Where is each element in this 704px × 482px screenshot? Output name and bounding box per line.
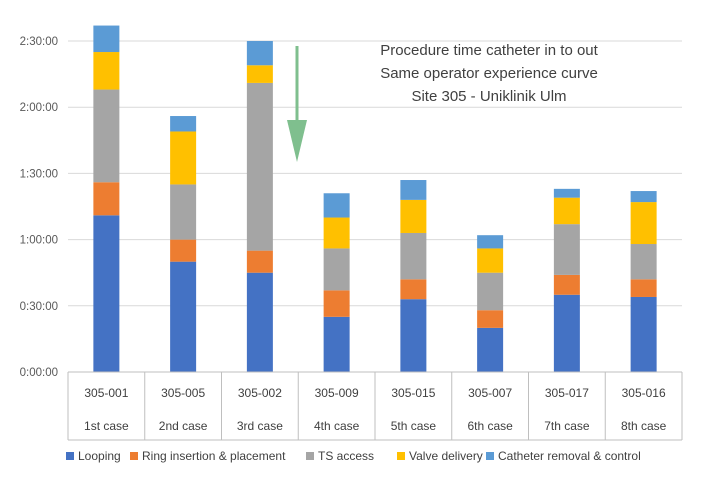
legend-swatch — [130, 452, 138, 460]
bar-305-015-catheter-removal-control — [400, 180, 427, 200]
legend-label: Looping — [78, 449, 121, 463]
x-tick-case: 3rd case — [237, 419, 283, 433]
bar-305-002-ring-insertion-placement — [246, 250, 273, 273]
x-tick-id: 305-001 — [84, 386, 128, 400]
legend-swatch — [486, 452, 494, 460]
x-tick-id: 305-009 — [315, 386, 359, 400]
bar-305-005-looping — [170, 261, 197, 372]
legend-label: Ring insertion & placement — [142, 449, 286, 463]
bar-305-009-ts-access — [323, 248, 350, 291]
bar-305-016-ring-insertion-placement — [630, 279, 657, 297]
y-tick-label: 0:00:00 — [20, 367, 58, 379]
bar-305-016-ts-access — [630, 244, 657, 280]
x-tick-case: 8th case — [621, 419, 667, 433]
bar-305-001-looping — [93, 215, 120, 372]
legend-label: Catheter removal & control — [498, 449, 641, 463]
bar-305-005-valve-delivery — [170, 131, 197, 185]
legend-swatch — [66, 452, 74, 460]
x-tick-case: 7th case — [544, 419, 590, 433]
bar-305-016-looping — [630, 296, 657, 372]
legend-swatch — [306, 452, 314, 460]
x-tick-id: 305-016 — [622, 386, 666, 400]
y-tick-label: 1:30:00 — [20, 168, 58, 180]
bar-305-001-ring-insertion-placement — [93, 182, 120, 216]
bar-305-017-catheter-removal-control — [553, 188, 580, 198]
bar-305-002-valve-delivery — [246, 65, 273, 83]
x-tick-case: 4th case — [314, 419, 360, 433]
x-tick-id: 305-002 — [238, 386, 282, 400]
bar-305-001-ts-access — [93, 89, 120, 183]
chart-title-line: Site 305 - Uniklinik Ulm — [411, 88, 566, 105]
bar-305-007-looping — [477, 327, 504, 372]
x-tick-case: 2nd case — [159, 419, 208, 433]
bar-305-009-ring-insertion-placement — [323, 290, 350, 317]
bar-305-017-ts-access — [553, 224, 580, 275]
bar-305-002-looping — [246, 272, 273, 372]
y-tick-label: 2:00:00 — [20, 102, 58, 114]
y-tick-label: 1:00:00 — [20, 235, 58, 247]
bar-305-016-valve-delivery — [630, 202, 657, 245]
bar-305-001-catheter-removal-control — [93, 25, 120, 53]
bar-305-009-valve-delivery — [323, 217, 350, 249]
bar-305-017-ring-insertion-placement — [553, 274, 580, 295]
bar-305-015-ring-insertion-placement — [400, 279, 427, 300]
y-tick-label: 0:30:00 — [20, 301, 58, 313]
bar-305-015-valve-delivery — [400, 199, 427, 233]
bar-305-005-catheter-removal-control — [170, 116, 197, 132]
bar-305-007-ts-access — [477, 272, 504, 311]
x-tick-id: 305-015 — [391, 386, 435, 400]
bar-305-005-ring-insertion-placement — [170, 239, 197, 262]
x-tick-id: 305-007 — [468, 386, 512, 400]
bar-305-017-looping — [553, 294, 580, 372]
legend-label: Valve delivery — [409, 449, 483, 463]
chart-title-line: Procedure time catheter in to out — [380, 42, 598, 59]
legend-label: TS access — [318, 449, 374, 463]
x-tick-case: 1st case — [84, 419, 129, 433]
bar-305-007-catheter-removal-control — [477, 235, 504, 249]
bar-305-009-catheter-removal-control — [323, 193, 350, 218]
bar-305-001-valve-delivery — [93, 52, 120, 90]
x-tick-case: 5th case — [391, 419, 437, 433]
chart-title-line: Same operator experience curve — [380, 65, 598, 82]
annotation-arrow-head — [287, 120, 307, 162]
bar-305-016-catheter-removal-control — [630, 191, 657, 203]
x-tick-id: 305-005 — [161, 386, 205, 400]
bar-305-007-valve-delivery — [477, 248, 504, 273]
bar-305-005-ts-access — [170, 184, 197, 240]
bar-305-002-ts-access — [246, 82, 273, 251]
bar-305-015-ts-access — [400, 232, 427, 280]
bar-305-002-catheter-removal-control — [246, 41, 273, 66]
y-tick-label: 2:30:00 — [20, 36, 58, 48]
x-tick-id: 305-017 — [545, 386, 589, 400]
bar-305-009-looping — [323, 316, 350, 372]
bar-305-015-looping — [400, 299, 427, 372]
bar-305-017-valve-delivery — [553, 197, 580, 225]
x-tick-case: 6th case — [467, 419, 513, 433]
bar-305-007-ring-insertion-placement — [477, 310, 504, 328]
legend-swatch — [397, 452, 405, 460]
